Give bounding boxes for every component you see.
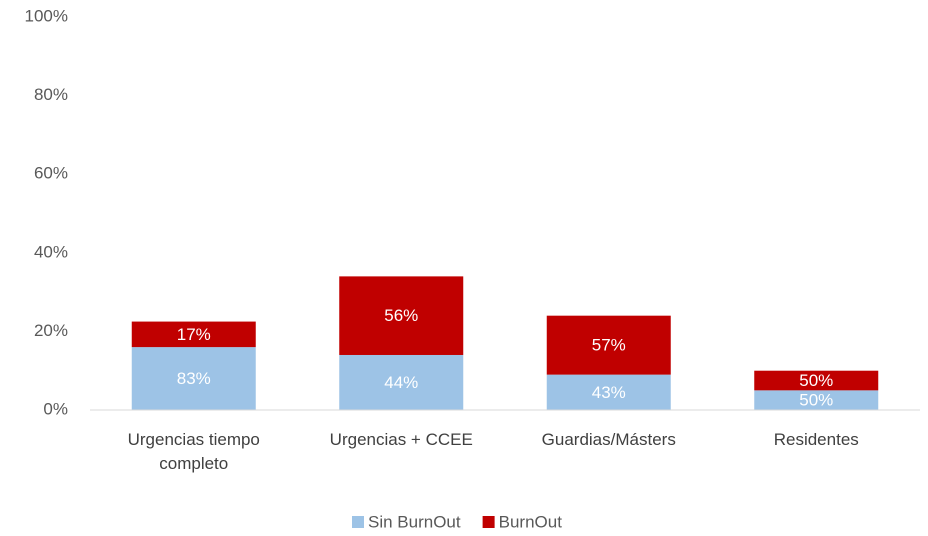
legend-label: BurnOut bbox=[499, 512, 563, 531]
data-label: 57% bbox=[592, 336, 626, 355]
data-label: 44% bbox=[384, 373, 418, 392]
y-tick-label: 0% bbox=[43, 399, 68, 418]
legend-swatch bbox=[352, 516, 364, 528]
x-tick-label: Guardias/Másters bbox=[541, 430, 676, 449]
y-tick-label: 40% bbox=[34, 242, 68, 261]
data-label: 56% bbox=[384, 306, 418, 325]
x-tick-label: Urgencias tiempo completo bbox=[127, 430, 260, 473]
data-label: 50% bbox=[799, 371, 833, 390]
bar-segment bbox=[131, 347, 256, 410]
x-tick-label: Residentes bbox=[773, 430, 859, 449]
y-tick-label: 20% bbox=[34, 321, 68, 340]
data-label: 43% bbox=[592, 383, 626, 402]
bar-segment bbox=[131, 321, 256, 348]
legend-label: Sin BurnOut bbox=[368, 512, 461, 531]
bar-segment bbox=[754, 390, 879, 410]
bar-segment bbox=[754, 370, 879, 391]
y-tick-label: 100% bbox=[25, 6, 68, 25]
bar-segment bbox=[546, 374, 671, 410]
data-label: 83% bbox=[177, 369, 211, 388]
bar-segment bbox=[339, 354, 464, 410]
bar-segment bbox=[339, 276, 464, 355]
y-tick-label: 60% bbox=[34, 164, 68, 183]
y-tick-label: 80% bbox=[34, 85, 68, 104]
data-label: 17% bbox=[177, 325, 211, 344]
bar-segment bbox=[546, 315, 671, 375]
legend-swatch bbox=[482, 516, 495, 528]
x-tick-label: Urgencias + CCEE bbox=[329, 430, 473, 449]
data-label: 50% bbox=[799, 391, 833, 410]
